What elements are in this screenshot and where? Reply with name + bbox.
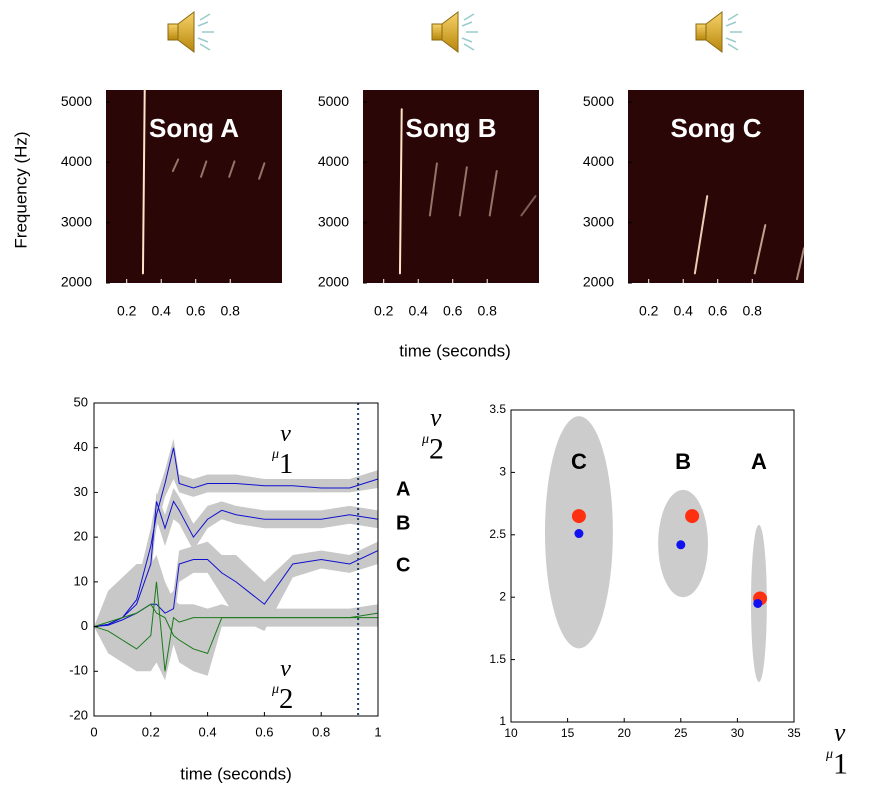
cluster-label: C: [571, 449, 587, 474]
speaker-icon[interactable]: [168, 12, 214, 52]
subscript: 1: [833, 747, 848, 780]
y-tick-label: 5000: [318, 93, 349, 109]
y-tick-label: 4000: [318, 153, 349, 169]
y-tick-label: 2.5: [489, 527, 506, 541]
y-tick-label: 2000: [61, 274, 92, 290]
symbol: μ: [825, 747, 833, 762]
x-tick-label: 1: [374, 724, 381, 739]
superscript: v: [430, 403, 442, 431]
y-tick-label: 5000: [61, 93, 92, 109]
panel-title: Song C: [671, 113, 762, 143]
x-tick-label: 15: [561, 726, 575, 740]
y-tick-label: 10: [74, 573, 88, 588]
subscript: 2: [429, 432, 444, 465]
cluster-label: A: [751, 449, 767, 474]
speaker-icon[interactable]: [696, 12, 742, 52]
x-tick-label: 30: [731, 726, 745, 740]
y-tick-label: 30: [74, 484, 88, 499]
cluster-label: B: [675, 449, 691, 474]
x-tick-label: 0.6: [443, 303, 463, 319]
series-label: B: [396, 512, 410, 534]
y-axis-label: Frequency (Hz): [11, 131, 30, 248]
x-tick-label: 0.2: [374, 303, 394, 319]
superscript: v: [280, 655, 291, 682]
y-tick-label: -20: [69, 707, 88, 722]
x-tick-label: 0.8: [221, 303, 241, 319]
symbol: μ: [271, 447, 279, 462]
scatter-point: [685, 509, 699, 523]
scatter-point: [574, 529, 583, 538]
x-tick-label: 10: [504, 726, 518, 740]
x-tick-label: 0.2: [142, 724, 160, 739]
x-tick-label: 0.4: [408, 303, 428, 319]
x-tick-label: 0.2: [639, 303, 659, 319]
y-tick-label: 40: [74, 439, 88, 454]
subscript: 2: [279, 684, 293, 715]
math-label: μ2v: [421, 403, 444, 465]
scatter-point: [572, 509, 586, 523]
symbol: μ: [271, 682, 279, 697]
y-tick-label: 3000: [583, 213, 614, 229]
x-tick-label: 0.6: [255, 724, 273, 739]
y-tick-label: 3: [499, 465, 506, 479]
y-tick-label: 3000: [61, 213, 92, 229]
x-tick-label: 0.8: [743, 303, 763, 319]
x-axis-label: time (seconds): [180, 764, 291, 783]
y-tick-label: 3000: [318, 213, 349, 229]
panel-title: Song A: [149, 113, 239, 143]
y-tick-label: 2000: [318, 274, 349, 290]
x-tick-label: 0.6: [708, 303, 728, 319]
subscript: 1: [279, 449, 293, 480]
x-tick-label: 25: [674, 726, 688, 740]
x-tick-label: 0.4: [151, 303, 171, 319]
y-tick-label: 50: [74, 394, 88, 409]
series-label: C: [396, 554, 410, 576]
series-label: A: [396, 478, 410, 500]
x-tick-label: 0.2: [117, 303, 137, 319]
x-tick-label: 20: [618, 726, 632, 740]
y-tick-label: 4000: [583, 153, 614, 169]
superscript: v: [280, 420, 291, 447]
symbol: μ: [421, 432, 429, 447]
panel-title: Song B: [406, 113, 497, 143]
math-label: μ1v: [825, 718, 848, 780]
x-tick-label: 0.8: [478, 303, 498, 319]
scatter-point: [676, 540, 685, 549]
x-tick-label: 0.8: [312, 724, 330, 739]
x-axis-label: time (seconds): [399, 341, 510, 360]
figure: Song A20003000400050000.20.40.60.8Freque…: [0, 0, 877, 796]
y-tick-label: 20: [74, 529, 88, 544]
y-tick-label: 3.5: [489, 402, 506, 416]
x-tick-label: 0.6: [186, 303, 206, 319]
y-tick-label: 4000: [61, 153, 92, 169]
x-tick-label: 35: [787, 726, 801, 740]
scatter-point: [753, 599, 762, 608]
x-tick-label: 0: [90, 724, 97, 739]
y-tick-label: 2000: [583, 274, 614, 290]
y-tick-label: 2: [499, 589, 506, 603]
superscript: v: [834, 718, 846, 746]
y-tick-label: 1.5: [489, 652, 506, 666]
x-tick-label: 0.4: [673, 303, 693, 319]
y-tick-label: 0: [81, 618, 88, 633]
x-tick-label: 0.4: [199, 724, 217, 739]
speaker-icon[interactable]: [432, 12, 478, 52]
y-tick-label: 5000: [583, 93, 614, 109]
y-tick-label: -10: [69, 663, 88, 678]
